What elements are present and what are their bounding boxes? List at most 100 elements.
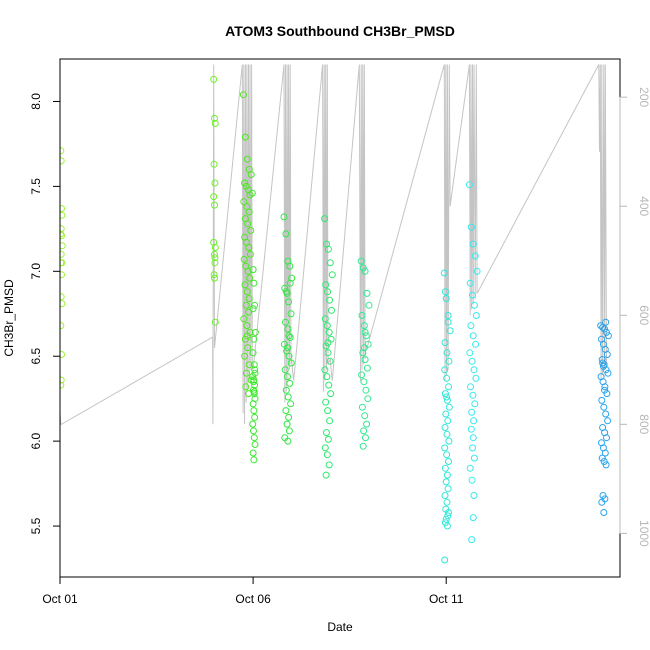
- data-point: [321, 366, 329, 374]
- data-point: [364, 395, 372, 403]
- pressure-track-layer: [60, 64, 607, 425]
- data-point: [441, 492, 449, 499]
- data-point: [250, 456, 258, 464]
- data-point: [468, 536, 476, 544]
- x-axis: Oct 01 Oct 06 Oct 11: [42, 576, 464, 606]
- data-point: [60, 381, 65, 389]
- series-group: [210, 75, 219, 326]
- data-point: [472, 340, 480, 348]
- y-tick-label: 7.5: [29, 178, 43, 195]
- data-point: [328, 271, 336, 279]
- data-point: [323, 322, 331, 330]
- data-point: [240, 315, 248, 323]
- data-point: [60, 259, 65, 267]
- data-point: [444, 417, 452, 425]
- data-point: [441, 390, 449, 398]
- data-point: [243, 288, 251, 296]
- data-point: [241, 133, 249, 141]
- data-point: [326, 357, 334, 365]
- data-point: [363, 420, 371, 428]
- data-point: [211, 318, 219, 326]
- data-point: [60, 300, 66, 308]
- series-group: [248, 189, 259, 464]
- data-point: [470, 301, 478, 309]
- data-point: [249, 305, 257, 313]
- data-point: [282, 288, 290, 296]
- data-point: [442, 515, 450, 523]
- data-point: [285, 413, 293, 421]
- data-point: [249, 349, 257, 357]
- data-point: [60, 376, 65, 384]
- data-point: [250, 434, 258, 442]
- data-point: [325, 328, 333, 336]
- data-point: [604, 332, 612, 340]
- data-point: [469, 434, 477, 442]
- data-point: [241, 281, 249, 289]
- data-point: [468, 476, 476, 484]
- data-point: [60, 351, 65, 358]
- pressure-track-line: [60, 64, 607, 425]
- data-point: [360, 344, 368, 352]
- data-point: [322, 398, 330, 406]
- data-point: [601, 386, 609, 394]
- data-point: [211, 254, 219, 262]
- data-point: [211, 250, 218, 258]
- data-point: [467, 223, 475, 231]
- data-point: [599, 362, 607, 370]
- data-point: [287, 400, 295, 408]
- data-point: [441, 556, 449, 564]
- data-point: [599, 492, 607, 499]
- data-point: [211, 244, 219, 251]
- data-point: [359, 442, 367, 450]
- data-point: [211, 274, 218, 282]
- data-point: [285, 352, 293, 360]
- data-point: [285, 427, 293, 435]
- data-point: [469, 240, 477, 248]
- data-point: [285, 298, 293, 306]
- data-point: [357, 257, 365, 265]
- data-point: [244, 220, 252, 228]
- data-point: [284, 373, 291, 381]
- data-point: [282, 230, 290, 238]
- data-point: [470, 454, 478, 462]
- data-point: [327, 390, 335, 398]
- data-point: [247, 227, 255, 234]
- data-point: [210, 75, 218, 83]
- data-point: [243, 332, 251, 340]
- data-point: [251, 441, 259, 448]
- data-point: [358, 312, 366, 319]
- data-point: [250, 335, 258, 343]
- data-point: [326, 259, 334, 267]
- data-point: [322, 281, 330, 289]
- data-point: [359, 264, 367, 272]
- data-point: [60, 242, 66, 250]
- data-point: [284, 393, 292, 401]
- data-point: [284, 437, 292, 445]
- data-point: [251, 381, 259, 389]
- data-point: [360, 378, 368, 386]
- data-point: [468, 357, 476, 365]
- data-point: [470, 417, 478, 425]
- data-point: [251, 366, 259, 374]
- data-point: [324, 288, 332, 296]
- data-point: [363, 364, 371, 372]
- data-point: [239, 91, 247, 99]
- data-point: [598, 396, 606, 404]
- data-point: [287, 310, 295, 318]
- data-point: [360, 427, 368, 435]
- data-point: [358, 371, 366, 379]
- data-point: [598, 498, 606, 506]
- data-point: [473, 267, 481, 275]
- data-point: [362, 332, 370, 340]
- data-point: [442, 295, 450, 302]
- data-point: [246, 250, 254, 258]
- data-point: [360, 322, 368, 330]
- data-point: [361, 356, 369, 364]
- data-point: [322, 471, 330, 479]
- data-point: [323, 373, 331, 381]
- data-point: [249, 420, 257, 428]
- data-point: [251, 328, 259, 336]
- data-point: [603, 351, 611, 358]
- series-group: [357, 257, 373, 450]
